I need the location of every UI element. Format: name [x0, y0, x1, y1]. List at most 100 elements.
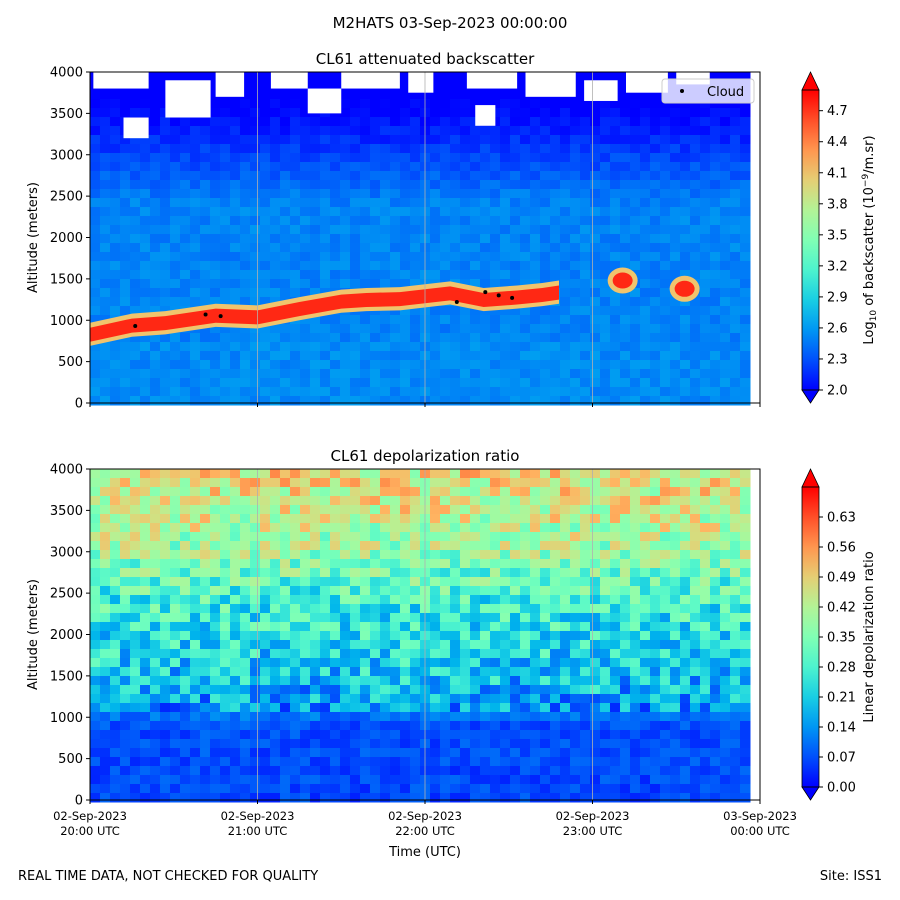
colorbar-tick-label: 0.56 — [827, 541, 856, 556]
cloud-band-core — [90, 285, 559, 342]
y-tick-label: 3000 — [50, 545, 83, 560]
colorbar-tick-label: 4.1 — [827, 166, 848, 181]
y-tick-label: 0 — [75, 794, 83, 809]
y-tick-label: 2000 — [50, 628, 83, 643]
x-tick-label-time: 23:00 UTC — [563, 824, 623, 838]
missing-data-patch — [626, 72, 668, 93]
colorbar-tick-label: 0.35 — [827, 631, 856, 646]
x-tick-label-date: 02-Sep-2023 — [53, 809, 127, 823]
y-tick-label: 3500 — [50, 107, 83, 122]
y-tick-label: 500 — [58, 752, 83, 767]
depolarization-axes: 0 500 1000 1500 2000 2500 3000 3500 4000 02-Sep-2… — [26, 463, 877, 861]
depolarization-colorbar: 0.00 0.07 0.14 0.21 0.28 0.35 0.42 0.49 0.56 0.63… — [801, 468, 877, 801]
legend-box — [661, 78, 755, 104]
y-tick-label: 1000 — [50, 314, 83, 329]
depolarization-field — [90, 469, 751, 803]
colorbar-tick-label: 2.3 — [827, 352, 848, 367]
colorbar-tick-label: 3.5 — [827, 228, 848, 243]
cloud-base-point — [454, 300, 459, 305]
missing-data-patch — [525, 72, 576, 97]
y-tick-label: 3000 — [50, 148, 83, 163]
quality-disclaimer: REAL TIME DATA, NOT CHECKED FOR QUALITY — [18, 869, 319, 884]
colorbar-tick-label: 0.07 — [827, 751, 856, 766]
depolarization-ylabel: Altitude (meters) — [26, 579, 41, 690]
cloud-base-point — [133, 324, 138, 329]
x-tick-label-date: 02-Sep-2023 — [388, 809, 462, 823]
colorbar-tick-label: 0.28 — [827, 661, 856, 676]
x-tick-label-time: 00:00 UTC — [730, 824, 790, 838]
y-tick-label: 2500 — [50, 587, 83, 602]
x-tick-label-time: 21:00 UTC — [228, 824, 288, 838]
legend-label: Cloud — [707, 85, 744, 100]
depolarization-colorbar-label: Linear depolarization ratio — [862, 551, 877, 722]
x-tick-label-date: 02-Sep-2023 — [556, 809, 630, 823]
y-tick-label: 1500 — [50, 272, 83, 287]
missing-data-patch — [215, 72, 245, 97]
missing-data-patch — [270, 72, 308, 89]
colorbar-tick-label: 3.2 — [827, 259, 848, 274]
missing-data-patch — [584, 80, 618, 101]
colorbar-frame — [801, 89, 820, 391]
colorbar-tick-label: 2.0 — [827, 384, 848, 399]
cloud-base-point — [218, 314, 223, 319]
missing-data-patch — [408, 72, 434, 93]
cloud-base-point — [203, 312, 208, 317]
colorbar-tick-label: 0.00 — [827, 781, 856, 796]
missing-data-patch — [341, 72, 400, 89]
y-tick-label: 4000 — [50, 463, 83, 478]
colorbar-tick-label: 0.21 — [827, 691, 856, 706]
backscatter-ylabel: Altitude (meters) — [26, 182, 41, 293]
colorbar-extend-min — [801, 786, 820, 801]
colorbar-extend-max — [801, 468, 820, 488]
colorbar-tick-label: 0.49 — [827, 571, 856, 586]
missing-data-patch — [307, 88, 342, 114]
colorbar-gradient — [802, 90, 819, 390]
isolated-cloud-core — [612, 272, 633, 289]
x-tick-label-date: 02-Sep-2023 — [221, 809, 295, 823]
cloud-base-point — [483, 290, 488, 295]
missing-data-patch — [475, 105, 496, 126]
backscatter-colorbar-label: Log10 of backscatter (10−9/m.sr) — [861, 135, 879, 344]
colorbar-tick-label: 2.6 — [827, 321, 848, 336]
colorbar-extend-max — [801, 71, 820, 91]
depolarization-xlabel: Time (UTC) — [388, 845, 461, 860]
colorbar-tick-label: 4.7 — [827, 104, 848, 119]
depolarization-title: CL61 depolarization ratio — [330, 447, 520, 465]
y-tick-label: 3500 — [50, 504, 83, 519]
cloud-base-points — [133, 290, 515, 329]
missing-data-patch — [123, 117, 149, 139]
missing-data-patch — [165, 80, 211, 118]
figure-suptitle: M2HATS 03-Sep-2023 00:00:00 — [332, 14, 568, 32]
backscatter-axes: 0 500 1000 1500 2000 2500 3000 3500 4000 Altitude… — [26, 66, 879, 412]
cloud-legend: Cloud — [661, 78, 755, 104]
legend-marker — [680, 89, 684, 93]
colorbar-tick-label: 2.9 — [827, 290, 848, 305]
y-tick-label: 2000 — [50, 231, 83, 246]
backscatter-colorbar: 2.0 2.3 2.6 2.9 3.2 3.5 3.8 4.1 4.4 4.7 Log10 of b… — [801, 71, 879, 404]
x-tick-label-time: 20:00 UTC — [60, 824, 120, 838]
missing-data-patch — [93, 72, 149, 89]
site-label: Site: ISS1 — [819, 869, 882, 884]
y-tick-label: 2500 — [50, 190, 83, 205]
colorbar-tick-label: 0.14 — [827, 721, 856, 736]
colorbar-gradient — [802, 487, 819, 787]
backscatter-title: CL61 attenuated backscatter — [315, 50, 535, 68]
cloud-base-point — [510, 295, 515, 300]
y-tick-label: 500 — [58, 355, 83, 370]
missing-data-patch — [466, 72, 518, 89]
x-tick-label-date: 03-Sep-2023 — [723, 809, 797, 823]
y-tick-label: 4000 — [50, 66, 83, 81]
cloud-layer-band — [90, 267, 700, 346]
x-tick-label-time: 22:00 UTC — [395, 824, 455, 838]
y-tick-label: 0 — [75, 397, 83, 412]
backscatter-field — [90, 72, 751, 406]
y-tick-label: 1500 — [50, 669, 83, 684]
cloud-base-point — [496, 293, 501, 298]
colorbar-tick-label: 0.42 — [827, 601, 856, 616]
colorbar-tick-label: 4.4 — [827, 135, 848, 150]
colorbar-tick-label: 3.8 — [827, 197, 848, 212]
isolated-cloud-core — [674, 280, 695, 297]
y-tick-label: 1000 — [50, 711, 83, 726]
colorbar-tick-label: 0.63 — [827, 511, 856, 526]
